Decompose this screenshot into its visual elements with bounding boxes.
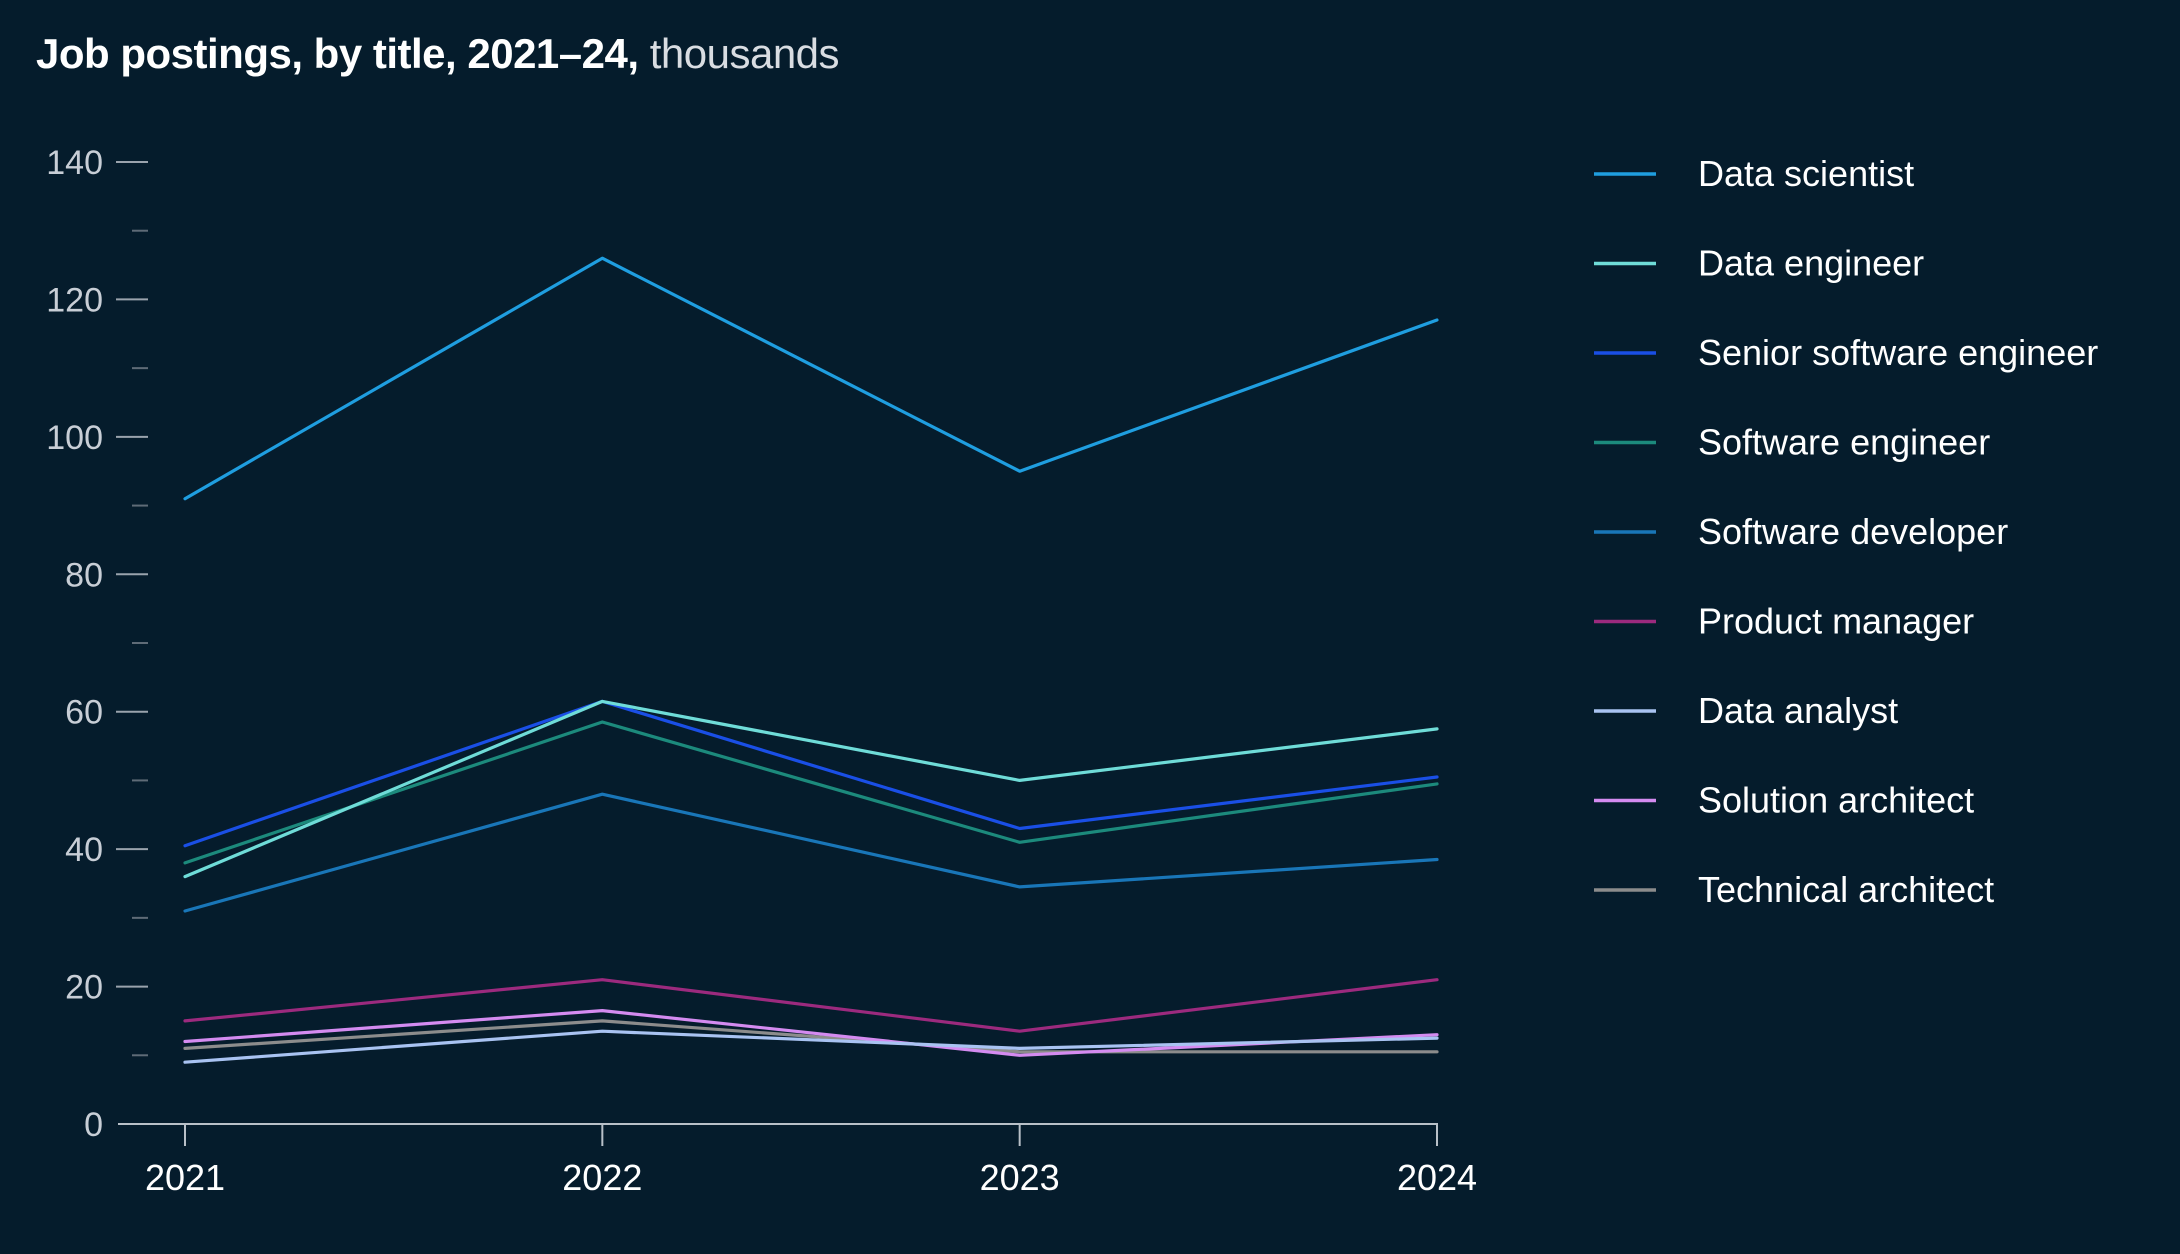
x-axis: 2021 2022 2023 2024 [118, 1123, 1477, 1198]
y-tick-label: 120 [46, 281, 103, 319]
legend-item-data-engineer: Data engineer [1594, 243, 1924, 284]
series-line-data-engineer [183, 699, 1439, 879]
chart-title-main: Job postings, by title, 2021–24, [36, 30, 639, 77]
series-lines [183, 256, 1439, 1064]
y-axis: 0 20 40 60 80 100 120 140 [46, 144, 148, 1144]
legend-item-senior-software-engineer: Senior software engineer [1594, 332, 2098, 373]
legend-item-software-engineer: Software engineer [1594, 422, 1990, 463]
legend-label: Data engineer [1698, 243, 1924, 284]
series-line-product-manager [183, 978, 1439, 1033]
y-tick-label: 40 [65, 831, 103, 869]
x-tick-label: 2021 [145, 1157, 225, 1198]
y-tick-label: 140 [46, 144, 103, 182]
legend-item-data-analyst: Data analyst [1594, 690, 1898, 731]
legend-label: Data scientist [1698, 153, 1914, 194]
legend-item-product-manager: Product manager [1594, 601, 1974, 642]
x-tick-label: 2022 [562, 1157, 642, 1198]
legend-item-technical-architect: Technical architect [1594, 869, 1994, 910]
chart-title: Job postings, by title, 2021–24, thousan… [36, 30, 840, 78]
y-tick-label: 60 [65, 694, 103, 732]
legend: Data scientist Data engineer Senior softwa… [1594, 153, 2098, 910]
legend-label: Data analyst [1698, 690, 1898, 731]
legend-item-data-scientist: Data scientist [1594, 153, 1914, 194]
series-line-technical-architect [183, 1019, 1439, 1054]
series-line-software-engineer [183, 720, 1439, 865]
y-tick-label: 80 [65, 556, 103, 594]
legend-label: Solution architect [1698, 780, 1974, 821]
legend-label: Technical architect [1698, 869, 1994, 910]
y-tick-label: 20 [65, 969, 103, 1007]
series-line-data-analyst [183, 1029, 1439, 1064]
y-tick-label: 100 [46, 419, 103, 457]
legend-item-software-developer: Software developer [1594, 511, 2008, 552]
y-tick-label: 0 [84, 1106, 103, 1144]
series-line-senior-software-engineer [183, 699, 1439, 848]
x-tick-label: 2023 [980, 1157, 1060, 1198]
legend-label: Product manager [1698, 601, 1974, 642]
legend-label: Software developer [1698, 511, 2008, 552]
chart-unit-label: thousands [649, 30, 840, 77]
legend-label: Software engineer [1698, 422, 1990, 463]
x-tick-label: 2024 [1397, 1157, 1477, 1198]
series-line-data-scientist [183, 256, 1439, 501]
series-line-software-developer [183, 792, 1439, 913]
legend-label: Senior software engineer [1698, 332, 2098, 373]
legend-item-solution-architect: Solution architect [1594, 780, 1974, 821]
series-line-solution-architect [183, 1008, 1439, 1057]
